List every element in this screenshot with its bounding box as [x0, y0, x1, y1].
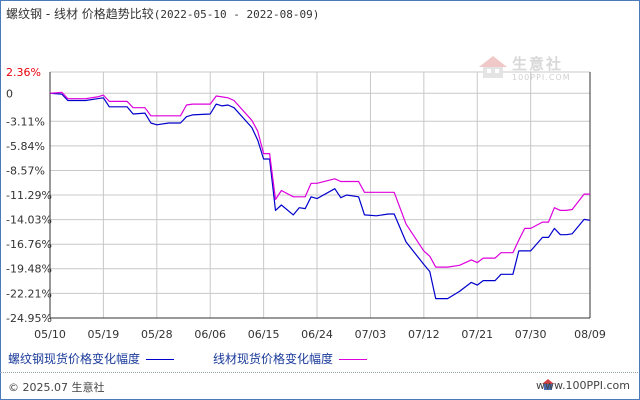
y-tick-label: -16.76% — [6, 238, 52, 251]
watermark-name: 生意社 — [512, 55, 564, 73]
title-text: 螺纹钢 - 线材 价格趋势比较 — [6, 7, 154, 21]
x-tick-label: 05/10 — [34, 328, 66, 341]
x-tick-label: 06/24 — [301, 328, 333, 341]
y-tick-label: 2.36% — [6, 66, 41, 79]
footer-site-link[interactable]: www.100PPI.com — [536, 379, 630, 392]
y-tick-label: -24.95% — [6, 312, 52, 325]
y-tick-label: -14.03% — [6, 214, 52, 227]
axis-layer: 2.36% 0 -3.11% -5.84% -8.57% -11.29% -14.03% -1… — [6, 66, 606, 341]
legend-swatch-wire — [339, 359, 368, 360]
footer-divider — [0, 372, 638, 373]
x-tick-label: 07/03 — [355, 328, 387, 341]
y-tick-label: -5.84% — [6, 140, 45, 153]
x-tick-label: 06/15 — [248, 328, 280, 341]
legend-label-wire: 线材现货价格变化幅度 — [213, 352, 334, 366]
title-date-range: (2022-05-10 - 2022-08-09) — [153, 8, 320, 21]
x-tick-label: 07/12 — [408, 328, 440, 341]
series-line-wire — [49, 91, 590, 268]
legend-label-rebar: 螺纹钢现货价格变化幅度 — [8, 352, 141, 366]
watermark-logo-icon — [479, 56, 507, 78]
y-tick-label: -8.57% — [6, 164, 45, 177]
legend-item-rebar: 螺纹钢现货价格变化幅度 — [8, 350, 175, 367]
x-tick-label: 05/19 — [88, 328, 120, 341]
y-tick-label: -22.21% — [6, 287, 52, 300]
grid-layer — [50, 71, 590, 318]
x-tick-label: 07/21 — [461, 328, 493, 341]
x-tick-label: 05/28 — [141, 328, 173, 341]
x-tick-label: 07/30 — [515, 328, 547, 341]
chart-title: 螺纹钢 - 线材 价格趋势比较(2022-05-10 - 2022-08-09) — [6, 5, 319, 22]
footer-logo-icon — [542, 379, 554, 390]
footer-copyright: © 2025.07 生意社 — [8, 381, 105, 394]
legend-item-wire: 线材现货价格变化幅度 — [213, 350, 368, 367]
series-layer — [49, 91, 591, 300]
y-tick-label: -19.48% — [6, 263, 52, 276]
legend-swatch-rebar — [146, 359, 175, 360]
series-line-rebar — [49, 92, 591, 300]
x-tick-label: 08/09 — [574, 328, 606, 341]
x-tick-label: 06/06 — [194, 328, 226, 341]
watermark-url: 100PPI.COM — [512, 73, 571, 82]
watermark: 生意社 100PPI.COM — [478, 53, 578, 93]
y-tick-label: -3.11% — [6, 115, 45, 128]
y-tick-label: -11.29% — [6, 189, 52, 202]
y-tick-label: 0 — [6, 87, 13, 100]
